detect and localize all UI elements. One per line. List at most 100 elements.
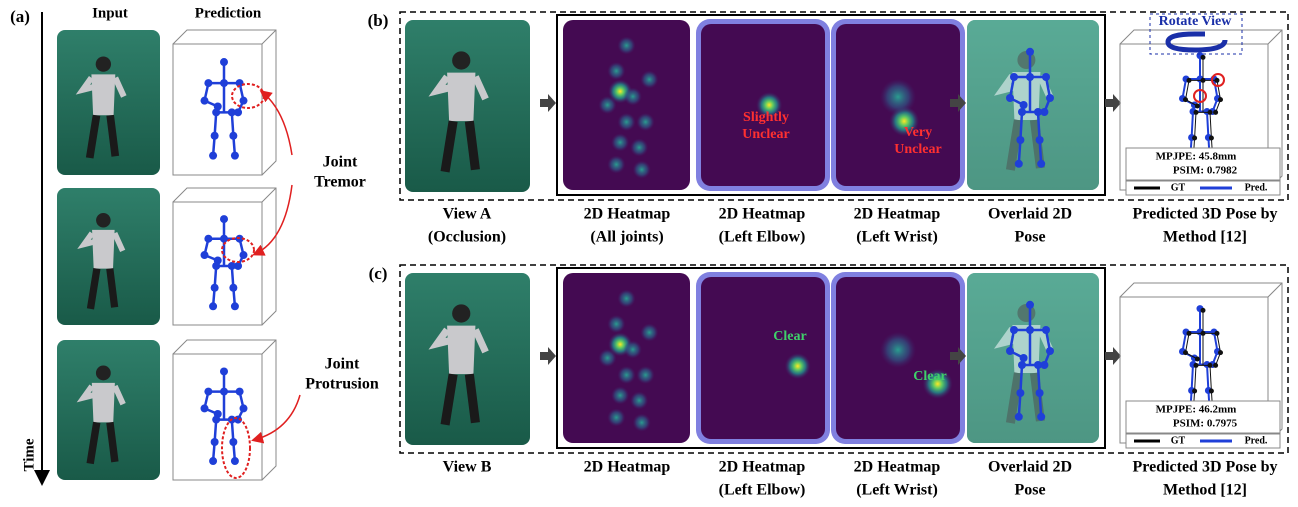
caption: 2D Heatmap <box>719 206 806 223</box>
caption: View B <box>443 459 492 476</box>
joint <box>1218 97 1223 102</box>
joint <box>228 108 236 116</box>
heat-blob <box>624 341 642 359</box>
joint <box>1036 389 1044 397</box>
joint <box>204 235 212 243</box>
joint <box>229 438 237 446</box>
time-label: Time <box>21 438 37 471</box>
joint <box>1209 136 1214 141</box>
note-b: Slightly <box>743 110 789 125</box>
caption: (All joints) <box>590 229 663 246</box>
joint <box>1213 110 1218 115</box>
joint <box>1034 361 1042 369</box>
person-head <box>452 304 470 322</box>
joint <box>212 416 220 424</box>
heat-blob <box>633 161 651 179</box>
joint <box>209 457 217 465</box>
joint <box>204 388 212 396</box>
joint <box>231 302 239 310</box>
caption: Predicted 3D Pose by <box>1132 459 1277 476</box>
panel-label: (b) <box>368 11 389 30</box>
flow-arrow <box>1105 94 1121 112</box>
joint <box>228 262 236 270</box>
legend-label: Pred. <box>1245 182 1268 193</box>
joint <box>1046 347 1054 355</box>
joint <box>1187 78 1192 83</box>
joint <box>1215 331 1220 336</box>
person-body <box>447 326 475 375</box>
joint <box>1020 354 1028 362</box>
caption: (Left Wrist) <box>856 482 938 499</box>
note-b: Unclear <box>742 127 789 142</box>
heat-blob <box>618 366 636 384</box>
joint <box>1201 331 1206 336</box>
joint <box>201 251 209 259</box>
person-head <box>452 51 470 69</box>
joint <box>1010 73 1018 81</box>
heat-blob <box>618 37 636 55</box>
joint <box>1037 413 1045 421</box>
heat-blob <box>611 133 629 151</box>
joint <box>220 79 228 87</box>
callout-arrow <box>254 395 300 440</box>
callout-arrow <box>255 185 292 254</box>
panel-label: (a) <box>10 7 30 26</box>
joint <box>1016 136 1024 144</box>
heat-blob <box>624 88 642 106</box>
joint <box>220 367 228 375</box>
joint <box>220 388 228 396</box>
callout-label: Joint <box>323 154 358 171</box>
rotate-label: Rotate View <box>1159 14 1233 29</box>
joint <box>220 58 228 66</box>
heat-blob <box>640 324 658 342</box>
joint <box>231 152 239 160</box>
joint <box>1187 331 1192 336</box>
column-header: Prediction <box>195 5 262 21</box>
joint <box>1026 326 1034 334</box>
joint <box>212 262 220 270</box>
heat-blob <box>637 366 655 384</box>
person-body <box>92 383 115 423</box>
overlay-tint <box>967 20 1099 190</box>
person-body <box>91 74 115 115</box>
caption: 2D Heatmap <box>854 459 941 476</box>
metric: MPJPE: 46.2mm <box>1156 404 1237 416</box>
joint <box>1046 94 1054 102</box>
joint <box>231 457 239 465</box>
joint <box>240 404 248 412</box>
person-head <box>96 56 111 71</box>
heat-blob <box>607 62 625 80</box>
joint <box>1208 110 1213 115</box>
person-head <box>96 213 111 228</box>
joint <box>1016 389 1024 397</box>
joint <box>1218 350 1223 355</box>
caption: Pose <box>1014 482 1045 499</box>
flow-arrow <box>1105 347 1121 365</box>
heat-blob <box>607 409 625 427</box>
joint <box>1201 308 1206 313</box>
heat-blob <box>640 71 658 89</box>
caption: (Occlusion) <box>428 229 506 246</box>
heat-blob <box>880 332 916 368</box>
heat-blob <box>880 79 916 115</box>
heat-blob <box>618 113 636 131</box>
caption: 2D Heatmap <box>719 459 806 476</box>
joint <box>1042 73 1050 81</box>
joint <box>1209 389 1214 394</box>
heat-blob <box>618 290 636 308</box>
joint <box>240 97 248 105</box>
caption: (Left Elbow) <box>719 229 806 246</box>
caption: (Left Wrist) <box>856 229 938 246</box>
note-b: Unclear <box>894 142 941 157</box>
joint <box>1026 73 1034 81</box>
heat-blob <box>630 392 648 410</box>
caption: Method [12] <box>1163 482 1247 499</box>
legend-label: GT <box>1171 182 1186 193</box>
heat-blob <box>607 156 625 174</box>
joint <box>211 132 219 140</box>
caption: Pose <box>1014 229 1045 246</box>
caption: 2D Heatmap <box>584 459 671 476</box>
overlay-tint <box>967 273 1099 443</box>
legend-label: Pred. <box>1245 435 1268 446</box>
panel-label: (c) <box>369 264 388 283</box>
